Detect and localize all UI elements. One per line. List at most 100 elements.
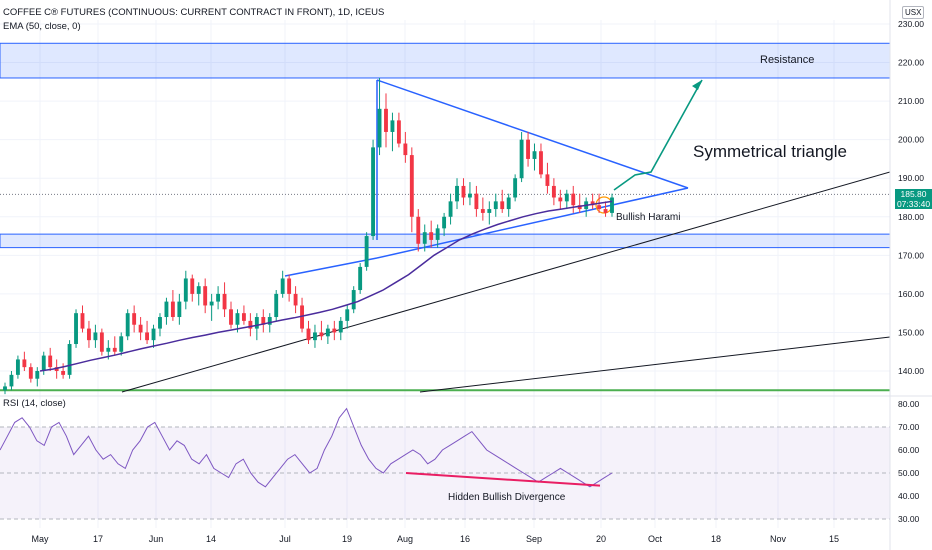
candle-body xyxy=(164,301,169,318)
ema-line xyxy=(39,200,613,372)
price-tick-label: 170.00 xyxy=(898,250,924,260)
triangle-upper-line xyxy=(376,79,689,189)
divergence-label: Hidden Bullish Divergence xyxy=(448,492,566,503)
rsi-line xyxy=(0,407,613,488)
candle-body xyxy=(106,347,111,352)
triangle-lower-line xyxy=(376,187,689,259)
rsi-tick-label: 50.00 xyxy=(898,468,920,478)
candle-body xyxy=(610,197,614,213)
ema-legend[interactable]: EMA (50, close, 0) xyxy=(3,21,81,32)
candle-body xyxy=(3,386,7,391)
candle-body xyxy=(132,313,137,325)
candle-body xyxy=(74,313,78,345)
candle-body xyxy=(41,355,46,371)
candle-body xyxy=(422,232,427,244)
candle-body xyxy=(345,309,350,321)
candle-body xyxy=(274,293,279,318)
ema-50-line xyxy=(39,200,613,372)
candle-body xyxy=(532,151,537,159)
pattern-label: Symmetrical triangle xyxy=(693,142,847,161)
price-tick-label: 230.00 xyxy=(898,19,924,29)
candle-body xyxy=(500,201,505,210)
candle-body xyxy=(403,143,408,156)
candle-body xyxy=(526,139,530,159)
support-zone xyxy=(0,233,891,249)
candle-body xyxy=(93,332,98,341)
candle-body xyxy=(313,332,317,341)
resistance-label: Resistance xyxy=(760,54,814,66)
candle-body xyxy=(480,209,485,213)
price-tick-label: 180.00 xyxy=(898,212,924,222)
candle-body xyxy=(145,332,150,341)
time-tick-label: May xyxy=(31,534,49,544)
candle-body xyxy=(67,344,72,375)
grid-lines xyxy=(0,20,890,528)
candle-body xyxy=(493,201,498,210)
currency-badge[interactable]: USX xyxy=(902,6,925,19)
candle-body xyxy=(54,367,59,371)
candle-body xyxy=(35,371,40,379)
long-trendline-upper xyxy=(121,171,891,393)
candle-body xyxy=(435,228,440,240)
candle-body xyxy=(196,286,201,294)
candle-body xyxy=(551,185,556,198)
candle-body xyxy=(325,328,330,337)
time-tick-label: Oct xyxy=(648,534,663,544)
candle-body xyxy=(306,328,311,341)
time-tick-label: 17 xyxy=(93,534,103,544)
candle-body xyxy=(138,324,143,333)
candle-body xyxy=(9,374,14,387)
candle-body xyxy=(222,293,227,310)
time-tick-label: 14 xyxy=(206,534,216,544)
candle-body xyxy=(377,108,382,148)
time-tick-label: Jun xyxy=(149,534,164,544)
candle-body xyxy=(351,290,356,310)
candle-body xyxy=(539,151,543,175)
candle-label: Bullish Harami xyxy=(616,212,680,223)
candle-body xyxy=(519,139,524,179)
candle-body xyxy=(170,301,175,318)
candle-body xyxy=(332,328,337,333)
candle-body xyxy=(455,185,459,202)
price-tick-label: 160.00 xyxy=(898,289,924,299)
candle-body xyxy=(545,174,550,186)
candle-body xyxy=(564,193,569,202)
rsi-panel xyxy=(0,395,932,520)
candle-body xyxy=(293,293,298,306)
time-tick-label: 20 xyxy=(596,534,606,544)
last-price-tag: 185.80 xyxy=(895,189,932,199)
long-trendline-lower xyxy=(419,336,891,393)
candle-body xyxy=(151,328,156,341)
candle-body xyxy=(80,313,85,329)
rsi-tick-label: 80.00 xyxy=(898,399,920,409)
axes: 230.00 220.00 210.00 200.00 190.00 180.00 170.… xyxy=(31,0,924,550)
candle-body xyxy=(474,193,479,210)
rsi-legend[interactable]: RSI (14, close) xyxy=(3,398,66,409)
candle-body xyxy=(487,209,492,213)
time-tick-label: 19 xyxy=(342,534,352,544)
time-tick-label: Jul xyxy=(279,534,291,544)
candle-body xyxy=(15,359,20,375)
time-tick-label: Aug xyxy=(397,534,413,544)
countdown-tag: 07:33:40 xyxy=(895,199,932,209)
trend-lines xyxy=(121,79,891,393)
candle-body xyxy=(590,201,595,206)
candle-body xyxy=(429,232,434,240)
rsi-tick-label: 70.00 xyxy=(898,422,920,432)
candle-body xyxy=(267,317,272,325)
candle-body xyxy=(203,286,208,306)
candle-body xyxy=(119,336,124,352)
candle-body xyxy=(248,320,253,329)
candle-body xyxy=(287,278,292,294)
projection-arrowhead xyxy=(692,80,702,90)
candle-body xyxy=(190,278,195,294)
price-tick-label: 140.00 xyxy=(898,366,924,376)
rsi-tick-label: 60.00 xyxy=(898,445,920,455)
candlestick-series xyxy=(3,77,614,395)
candle-body xyxy=(319,332,324,337)
candle-body xyxy=(22,359,27,368)
candle-body xyxy=(158,317,162,329)
candle-body xyxy=(371,147,376,237)
candle-body xyxy=(28,367,33,379)
candle-body xyxy=(254,317,259,329)
